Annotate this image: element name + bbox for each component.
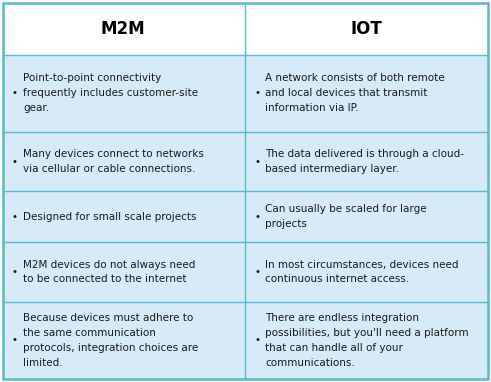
Bar	[3, 3, 488, 55]
Text: Designed for small scale projects: Designed for small scale projects	[23, 212, 196, 222]
Text: •: •	[254, 335, 261, 345]
Text: •: •	[12, 335, 18, 345]
Text: •: •	[12, 157, 18, 167]
Text: •: •	[254, 267, 261, 277]
Bar	[3, 132, 246, 191]
Bar	[3, 302, 246, 379]
Bar	[246, 191, 488, 242]
Text: •: •	[254, 88, 261, 98]
Bar	[3, 242, 246, 302]
Text: •: •	[254, 212, 261, 222]
Text: A network consists of both remote
and local devices that transmit
information vi: A network consists of both remote and lo…	[266, 73, 445, 113]
Text: •: •	[12, 212, 18, 222]
Bar	[246, 132, 488, 191]
Bar	[246, 55, 488, 132]
Text: There are endless integration
possibilities, but you'll need a platform
that can: There are endless integration possibilit…	[266, 313, 469, 367]
Text: The data delivered is through a cloud-
based intermediary layer.: The data delivered is through a cloud- b…	[266, 149, 464, 174]
Text: In most circumstances, devices need
continuous internet access.: In most circumstances, devices need cont…	[266, 259, 459, 284]
Text: Because devices must adhere to
the same communication
protocols, integration cho: Because devices must adhere to the same …	[23, 313, 198, 367]
Text: M2M: M2M	[101, 20, 145, 38]
Text: Point-to-point connectivity
frequently includes customer-site
gear.: Point-to-point connectivity frequently i…	[23, 73, 198, 113]
Bar	[246, 242, 488, 302]
Text: Can usually be scaled for large
projects: Can usually be scaled for large projects	[266, 204, 427, 229]
Text: •: •	[12, 88, 18, 98]
Text: M2M devices do not always need
to be connected to the internet: M2M devices do not always need to be con…	[23, 259, 195, 284]
Bar	[3, 191, 246, 242]
Text: IOT: IOT	[351, 20, 382, 38]
Text: •: •	[254, 157, 261, 167]
Text: Many devices connect to networks
via cellular or cable connections.: Many devices connect to networks via cel…	[23, 149, 204, 174]
Bar	[246, 302, 488, 379]
Text: •: •	[12, 267, 18, 277]
Bar	[3, 55, 246, 132]
